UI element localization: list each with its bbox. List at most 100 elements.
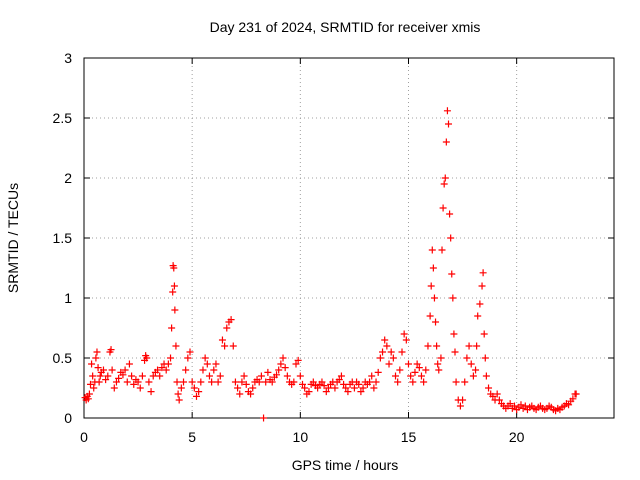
data-point	[476, 300, 484, 308]
data-point	[125, 360, 133, 368]
data-point	[340, 380, 348, 388]
data-point	[350, 384, 358, 392]
data-point	[279, 354, 287, 362]
data-point	[147, 388, 155, 396]
y-tick-label: 0	[64, 410, 72, 426]
data-point	[324, 384, 332, 392]
data-point	[376, 354, 384, 362]
y-tick-label: 1.5	[53, 230, 73, 246]
data-point	[398, 348, 406, 356]
data-point	[92, 354, 100, 362]
data-point	[440, 180, 448, 188]
data-point	[296, 372, 304, 380]
data-point	[320, 382, 328, 390]
data-point	[370, 384, 378, 392]
data-point	[456, 402, 464, 410]
data-point	[203, 360, 211, 368]
data-point	[432, 318, 440, 326]
data-point	[428, 246, 436, 254]
data-point	[381, 336, 389, 344]
data-point	[298, 380, 306, 388]
data-point	[314, 384, 322, 392]
y-axis-label: SRMTID / TECUs	[5, 183, 21, 293]
data-point	[445, 120, 453, 128]
data-point	[199, 366, 207, 374]
data-point	[171, 306, 179, 314]
data-point	[130, 380, 138, 388]
data-point	[451, 348, 459, 356]
data-point	[84, 395, 92, 403]
data-point	[227, 316, 235, 324]
data-point	[449, 294, 457, 302]
data-point	[344, 388, 352, 396]
data-point	[485, 384, 493, 392]
data-point	[407, 372, 415, 380]
data-point	[180, 378, 188, 386]
data-point	[322, 388, 330, 396]
chart-title: Day 231 of 2024, SRMTID for receiver xmi…	[210, 19, 481, 35]
data-point	[170, 282, 178, 290]
data-point	[212, 360, 220, 368]
data-point	[186, 348, 194, 356]
data-point	[229, 342, 237, 350]
data-point	[441, 174, 449, 182]
data-point	[413, 360, 421, 368]
data-point	[463, 354, 471, 362]
data-point	[472, 366, 480, 374]
data-point	[434, 360, 442, 368]
data-point	[394, 378, 402, 386]
data-point	[383, 342, 391, 350]
data-point	[292, 360, 300, 368]
data-point	[197, 378, 205, 386]
data-point	[86, 380, 94, 388]
data-point	[112, 378, 120, 386]
data-point	[335, 376, 343, 384]
data-point	[149, 372, 157, 380]
data-point	[170, 264, 178, 272]
y-tick-label: 1	[64, 290, 72, 306]
data-point	[411, 368, 419, 376]
data-point	[404, 360, 412, 368]
data-point	[430, 294, 438, 302]
data-point	[249, 384, 257, 392]
data-point	[481, 354, 489, 362]
data-point	[145, 378, 153, 386]
data-point	[240, 372, 248, 380]
x-axis-label: GPS time / hours	[292, 457, 399, 473]
data-point	[342, 384, 350, 392]
data-point	[231, 378, 239, 386]
data-point	[480, 330, 488, 338]
data-point	[305, 388, 313, 396]
data-point	[210, 366, 218, 374]
data-point	[262, 378, 270, 386]
data-point	[167, 354, 175, 362]
data-point	[459, 396, 467, 404]
data-point	[318, 378, 326, 386]
data-point	[208, 378, 216, 386]
data-point	[309, 378, 317, 386]
data-point	[331, 384, 339, 392]
data-point	[128, 372, 136, 380]
data-point	[268, 378, 276, 386]
data-point	[442, 138, 450, 146]
data-point	[429, 264, 437, 272]
data-point	[506, 400, 514, 408]
data-point	[264, 368, 272, 376]
data-point	[379, 348, 387, 356]
data-point	[389, 354, 397, 362]
data-point	[435, 366, 443, 374]
data-point	[108, 366, 116, 374]
x-tick-label: 20	[509, 429, 525, 445]
data-point	[154, 366, 162, 374]
data-point	[277, 360, 285, 368]
data-point	[396, 366, 404, 374]
data-point	[123, 378, 131, 386]
data-point	[195, 388, 203, 396]
y-tick-label: 2	[64, 170, 72, 186]
data-point	[283, 372, 291, 380]
data-point	[255, 378, 263, 386]
y-axis: 0 0.5 1 1.5 2 2.5 3	[53, 50, 614, 426]
data-point	[205, 372, 213, 380]
data-point	[238, 378, 246, 386]
